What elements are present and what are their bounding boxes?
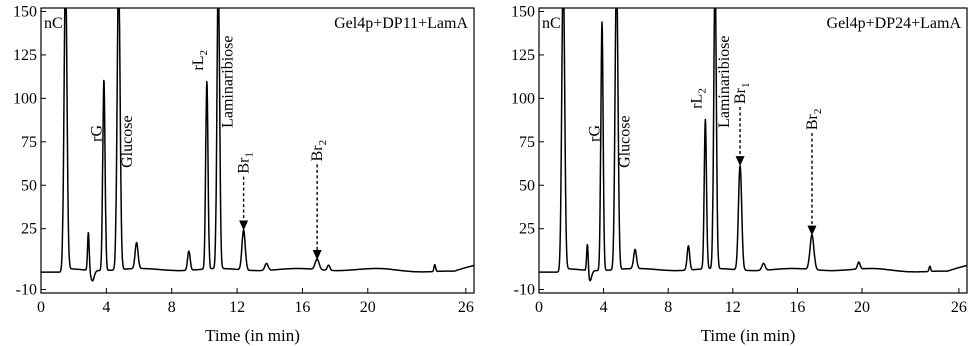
y-tick-label: 100: [13, 90, 37, 107]
peak-label-laminaribiose: Laminaribiose: [219, 35, 236, 127]
chart-panel-right: -10 25 50 75 100 125 150 0 4 8 12 16 20 26 Time (in mi…: [511, 3, 968, 345]
x-tick-label: 16: [294, 299, 310, 316]
y-tick-label: 50: [519, 177, 535, 194]
chromatogram-trace: [539, 8, 967, 282]
x-tick-label: 20: [854, 299, 870, 316]
arrow-head: [807, 225, 817, 236]
y-tick-label: 125: [13, 47, 37, 64]
peak-label-rg: rG: [89, 124, 106, 141]
peak-label-rg: rG: [587, 124, 604, 141]
plot-frame: [538, 7, 968, 294]
y-tick-label: -10: [16, 282, 37, 299]
x-tick-label: 16: [789, 299, 805, 316]
y-tick-label: 100: [511, 90, 535, 107]
x-tick-label: 26: [951, 299, 967, 316]
plot-frame: [40, 7, 475, 294]
arrow-head: [239, 220, 249, 231]
y-tick-label: 75: [519, 134, 535, 151]
x-tick-label: 20: [360, 299, 376, 316]
y-tick-label: 150: [13, 3, 37, 20]
panel-title: Gel4p+DP11+LamA: [334, 15, 468, 32]
peak-label-nc: nC: [542, 15, 561, 32]
y-tick-label: 25: [21, 221, 37, 238]
peak-label-br1: Br1: [236, 152, 256, 174]
peak-label-glucose: Glucose: [617, 115, 634, 167]
chart-panel-left: -10 25 50 75 100 125 150 0 4 8 12 16 20 26 Time (in mi…: [13, 3, 475, 345]
panel-title: Gel4p+DP24+LamA: [827, 15, 962, 32]
arrow-head: [312, 249, 322, 260]
x-tick-label: 26: [458, 299, 474, 316]
peak-label-br1: Br1: [732, 83, 752, 105]
x-axis-title: Time (in min): [205, 326, 300, 345]
y-tick-label: 50: [21, 177, 37, 194]
peak-label-nc: nC: [44, 15, 63, 32]
x-tick-label: 12: [725, 299, 741, 316]
arrow-head: [735, 156, 745, 167]
x-tick-label: 0: [37, 299, 45, 316]
y-tick-label: 125: [511, 47, 535, 64]
peak-label-laminaribiose: Laminaribiose: [716, 35, 733, 127]
peak-label-br2: Br2: [309, 140, 329, 162]
y-tick-label: -10: [514, 282, 535, 299]
x-tick-label: 0: [535, 299, 543, 316]
x-tick-label: 8: [168, 299, 176, 316]
y-tick-label: 150: [511, 3, 535, 20]
chromatogram-trace: [41, 8, 474, 282]
y-tick-label: 25: [519, 221, 535, 238]
x-tick-label: 8: [664, 299, 672, 316]
x-axis-title: Time (in min): [701, 326, 796, 345]
peak-label-br2: Br2: [804, 109, 824, 131]
y-tick-label: 75: [21, 134, 37, 151]
x-tick-label: 4: [600, 299, 608, 316]
peak-label-rl2: rL2: [190, 50, 210, 71]
x-tick-label: 4: [102, 299, 110, 316]
peak-label-rl2: rL2: [688, 88, 708, 109]
peak-label-glucose: Glucose: [119, 115, 136, 167]
x-tick-label: 12: [229, 299, 245, 316]
